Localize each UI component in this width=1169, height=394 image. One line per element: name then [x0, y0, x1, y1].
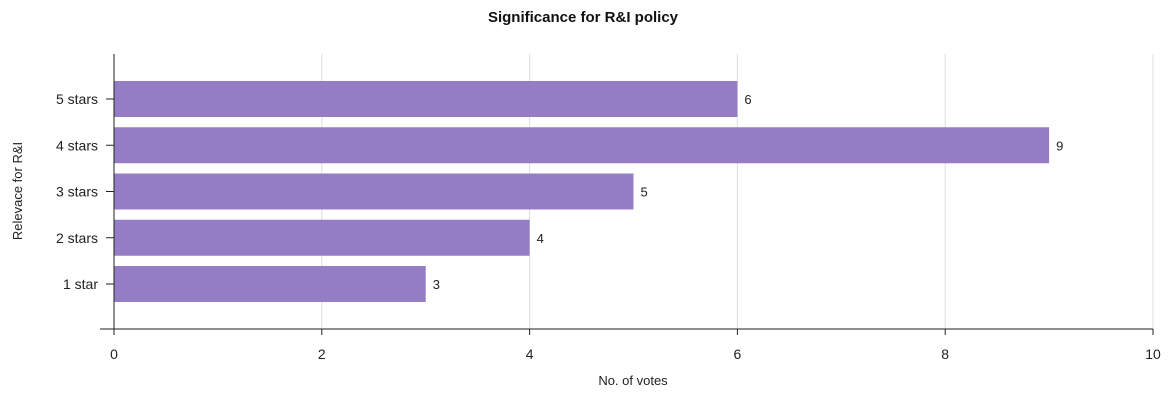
- data-label: 9: [1056, 138, 1063, 153]
- bar-4-stars: [114, 127, 1050, 164]
- x-tick-label: 6: [734, 346, 742, 362]
- x-axis-label: No. of votes: [598, 373, 668, 388]
- data-label: 5: [641, 185, 648, 200]
- chart-title: Significance for R&I policy: [488, 9, 679, 26]
- y-tick-label: 5 stars: [56, 91, 98, 107]
- x-tick-label: 10: [1145, 346, 1161, 362]
- data-label: 4: [537, 231, 544, 246]
- x-tick-label: 8: [941, 346, 949, 362]
- y-ticks: 5 stars 4 stars 3 stars 2 stars 1 star: [56, 91, 114, 292]
- bars: [114, 81, 1050, 302]
- y-axis-label: Relevace for R&I: [10, 142, 25, 240]
- x-tick-label: 4: [526, 346, 534, 362]
- y-tick-label: 2 stars: [56, 230, 98, 246]
- bar-1-star: [114, 266, 426, 302]
- x-tick-label: 2: [318, 346, 326, 362]
- bar-3-stars: [114, 173, 634, 210]
- x-ticks: 0 2 4 6 8 10: [110, 329, 1161, 362]
- y-tick-label: 3 stars: [56, 184, 98, 200]
- y-tick-label: 4 stars: [56, 137, 98, 153]
- data-label: 6: [744, 92, 751, 107]
- x-tick-label: 0: [110, 346, 118, 362]
- bar-5-stars: [114, 81, 738, 117]
- y-tick-label: 1 star: [63, 276, 98, 292]
- data-labels: 6 9 5 4 3: [433, 92, 1064, 292]
- bar-2-stars: [114, 219, 530, 256]
- data-label: 3: [433, 277, 440, 292]
